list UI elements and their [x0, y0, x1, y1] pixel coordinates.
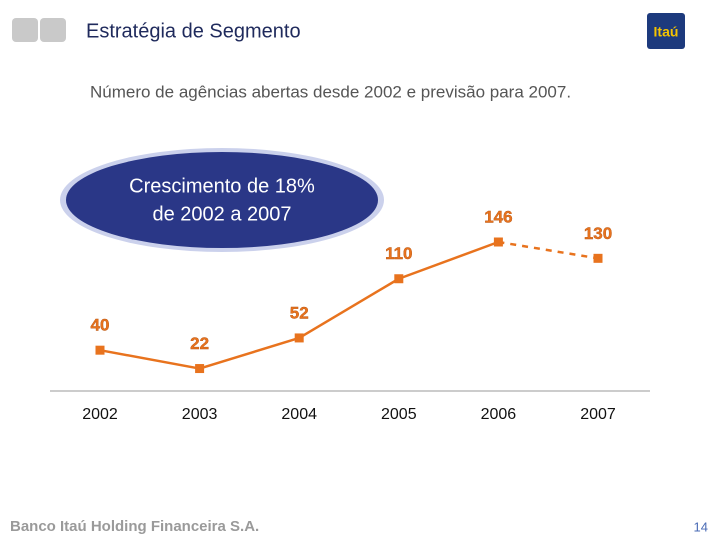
- data-label: 22: [190, 334, 209, 353]
- marker: [394, 274, 404, 284]
- marker: [95, 345, 105, 355]
- x-tick-label: 2004: [281, 406, 317, 423]
- line-segment: [199, 336, 300, 370]
- data-label: 130: [584, 224, 612, 243]
- annotation: Crescimento de 18%: [129, 175, 315, 197]
- page-number: 14: [694, 519, 708, 534]
- marker: [294, 333, 304, 343]
- annotation-bubble: [66, 152, 378, 248]
- marker: [593, 253, 603, 263]
- logo: [647, 13, 685, 49]
- line-segment: [398, 240, 499, 280]
- marker: [493, 237, 503, 247]
- x-tick-label: 2005: [381, 406, 417, 423]
- line-segment: [298, 277, 400, 340]
- data-label: 146: [484, 207, 512, 226]
- slide-title: Estratégia de Segmento: [86, 20, 301, 42]
- data-label: 110: [385, 244, 412, 263]
- line-segment: [99, 348, 200, 370]
- footer-company: Banco Itaú Holding Financeira S.A.: [10, 518, 259, 535]
- header-icon: [40, 18, 66, 42]
- data-label: 52: [290, 303, 309, 322]
- x-tick-label: 2002: [82, 406, 118, 423]
- line-segment: [498, 240, 599, 260]
- marker: [195, 364, 205, 374]
- logo-text: Itaú: [654, 24, 679, 40]
- x-tick-label: 2006: [481, 406, 517, 423]
- chart-subtitle: Número de agências abertas desde 2002 e …: [90, 82, 571, 101]
- data-label: 40: [91, 316, 110, 335]
- header-icon: [12, 18, 38, 42]
- annotation: de 2002 a 2007: [152, 203, 291, 225]
- x-tick-label: 2007: [580, 406, 616, 423]
- x-tick-label: 2003: [182, 406, 218, 423]
